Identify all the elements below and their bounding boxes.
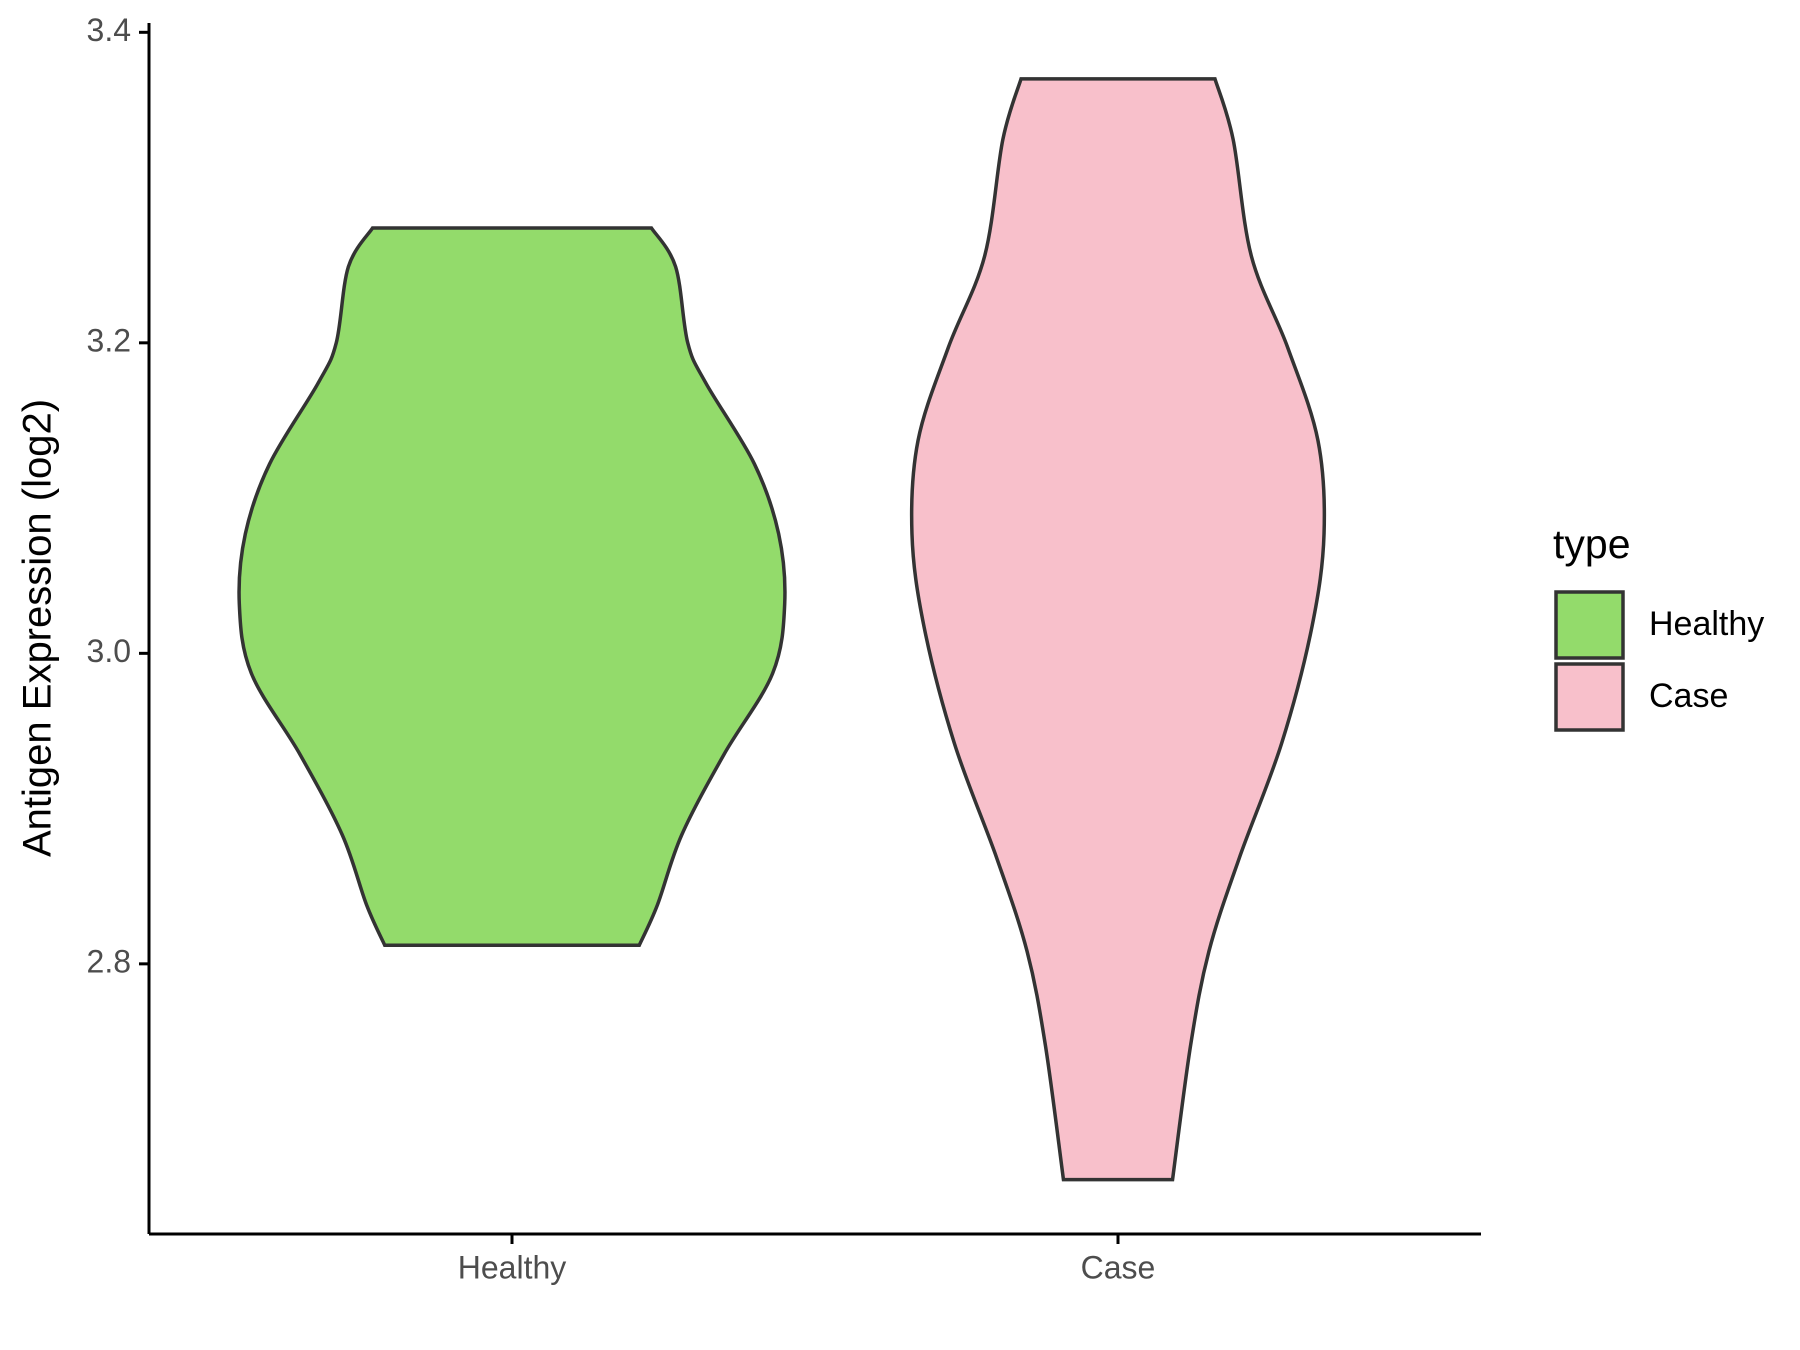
y-axis-label: Antigen Expression (log2) <box>16 399 60 857</box>
x-tick-label: Healthy <box>458 1249 567 1285</box>
y-tick-label: 2.8 <box>87 943 131 979</box>
y-tick-label: 3.4 <box>87 12 131 48</box>
violin <box>237 226 787 947</box>
x-tick-label: Case <box>1081 1249 1156 1285</box>
y-tick-label: 3.0 <box>87 633 131 669</box>
violin <box>909 77 1327 1182</box>
legend-key <box>1554 662 1625 732</box>
legend-title: type <box>1553 521 1631 567</box>
legend-key <box>1554 590 1625 660</box>
legend-label: Healthy <box>1649 605 1764 643</box>
legend-label: Case <box>1649 677 1728 715</box>
y-tick-label: 3.2 <box>87 322 131 358</box>
